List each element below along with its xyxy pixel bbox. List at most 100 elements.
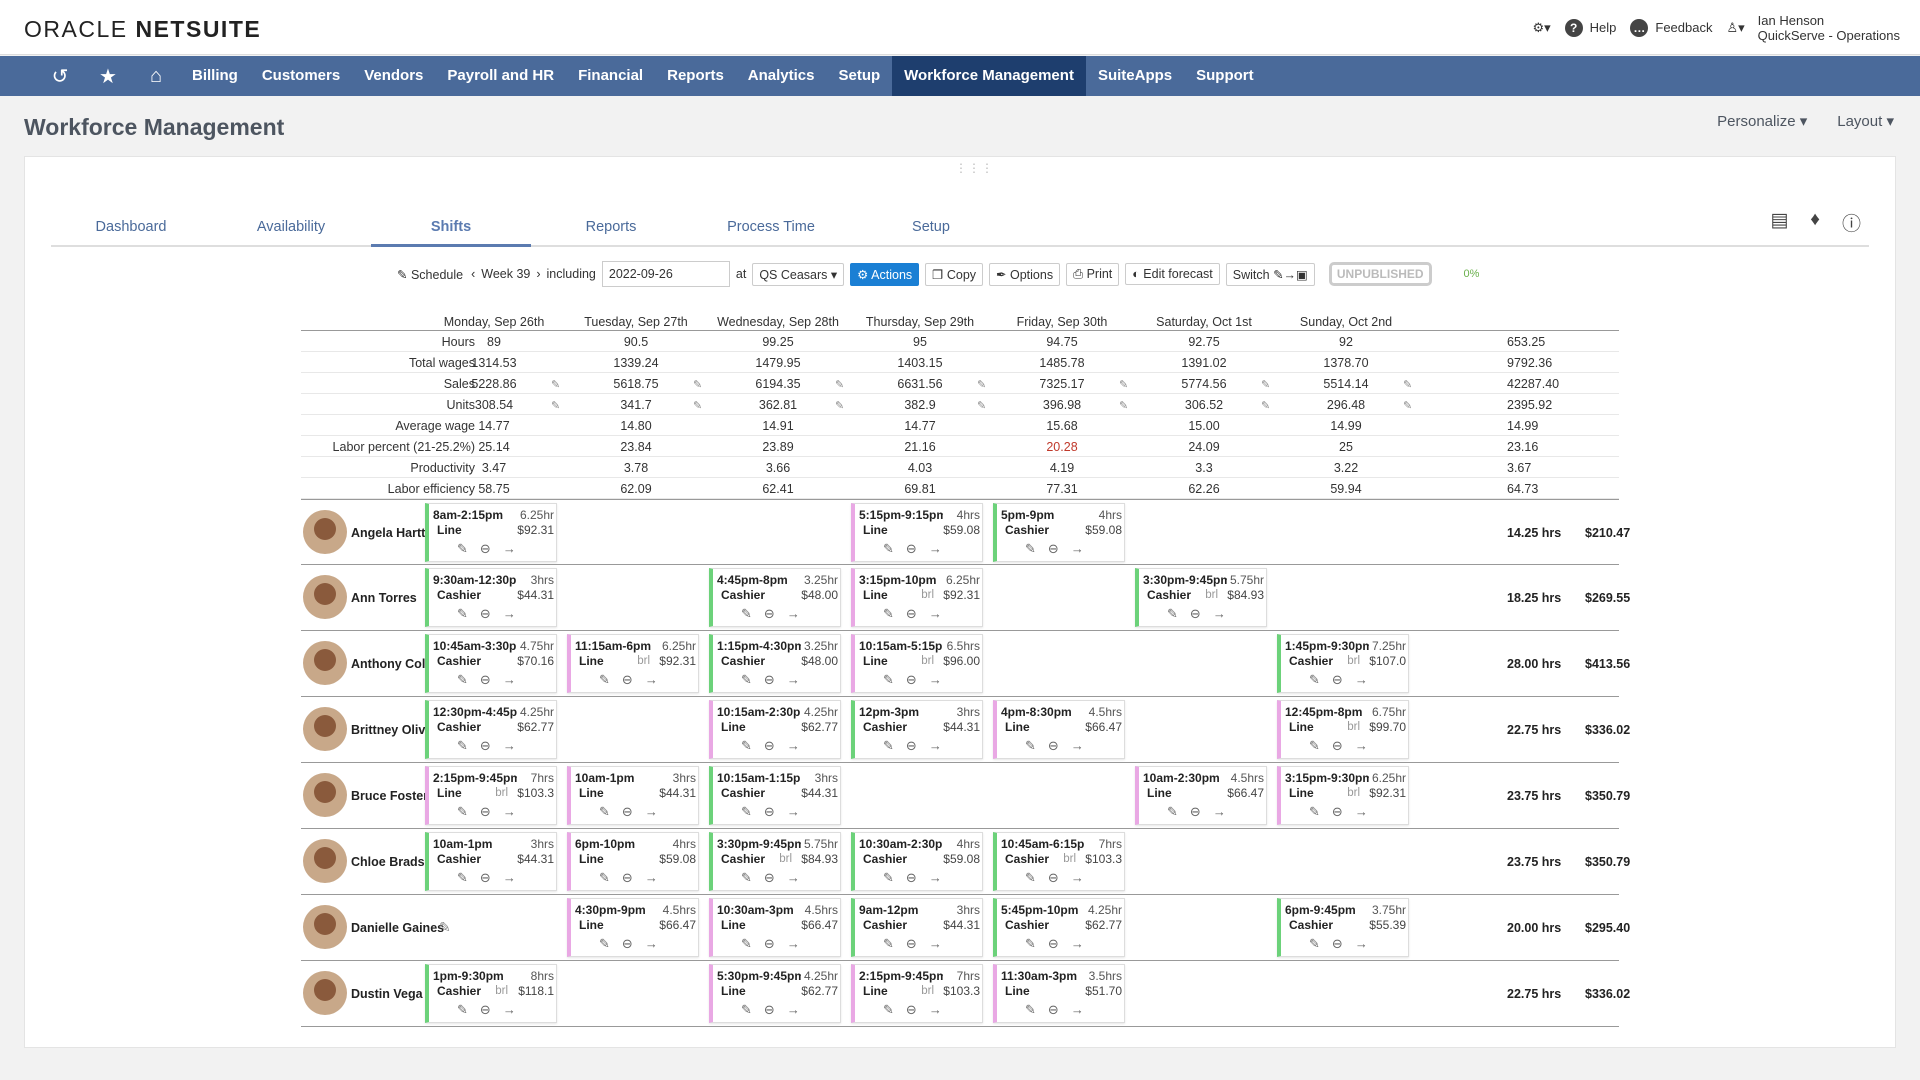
personalize-button[interactable]: Personalize ▾ [1717,113,1808,130]
shift-card[interactable]: 5:15pm-9:15pm 4hrs Line $59.08 ✎ ⊖ → [851,503,983,562]
pencil-icon[interactable]: ✎ [1167,606,1178,621]
remove-icon[interactable]: ⊖ [763,606,775,621]
arrow-right-icon[interactable]: → [928,606,942,621]
tab-setup[interactable]: Setup [912,219,950,235]
pencil-icon[interactable]: ✎ [599,672,610,687]
arrow-right-icon[interactable]: → [786,936,800,951]
pencil-icon[interactable]: ✎ [1167,804,1178,819]
shift-card[interactable]: 12:30pm-4:45p 4.25hr Cashier $62.77 ✎ ⊖ → [425,700,557,759]
switch-button[interactable]: Switch ✎→▣ [1225,262,1315,286]
arrow-right-icon[interactable]: → [786,738,800,753]
tab-process-time[interactable]: Process Time [727,219,815,235]
pencil-icon[interactable]: ✎ [741,672,752,687]
home-icon[interactable]: ⌂ [149,64,163,87]
shift-card[interactable]: 1pm-9:30pm 8hrs Cashier brl $118.1 ✎ ⊖ → [425,964,557,1023]
shift-card[interactable]: 6pm-9:45pm 3.75hr Cashier $55.39 ✎ ⊖ → [1277,898,1409,957]
shift-card[interactable]: 10:15am-5:15p 6.5hrs Line brl $96.00 ✎ ⊖ → [851,634,983,693]
remove-icon[interactable]: ⊖ [1047,1002,1059,1017]
tab-dashboard[interactable]: Dashboard [95,219,167,235]
pencil-icon[interactable]: ✎ [457,541,468,556]
shift-card[interactable]: 4:45pm-8pm 3.25hr Cashier $48.00 ✎ ⊖ → [709,568,841,627]
pencil-icon[interactable]: ✎ [741,738,752,753]
remove-icon[interactable]: ⊖ [1047,541,1059,556]
arrow-right-icon[interactable]: → [644,870,658,885]
arrow-right-icon[interactable]: → [786,804,800,819]
shift-card[interactable]: 3:15pm-10pm 6.25hr Line brl $92.31 ✎ ⊖ → [851,568,983,627]
nav-analytics[interactable]: Analytics [747,67,815,84]
arrow-right-icon[interactable]: → [928,936,942,951]
shift-card[interactable]: 10:15am-1:15p 3hrs Cashier $44.31 ✎ ⊖ → [709,766,841,825]
nav-reports[interactable]: Reports [667,67,724,84]
actions-button[interactable]: ⚙ Actions [850,262,920,286]
pencil-icon[interactable]: ✎ [835,400,845,412]
pencil-icon[interactable]: ✎ [457,738,468,753]
arrow-right-icon[interactable]: → [1212,606,1226,621]
location-select[interactable]: QS Ceasars ▾ [752,262,845,286]
remove-icon[interactable]: ⊖ [905,936,917,951]
pencil-icon[interactable]: ✎ [551,379,561,391]
bell-icon[interactable]: ♦ [1810,209,1820,230]
pencil-icon[interactable]: ✎ [883,870,894,885]
arrow-right-icon[interactable]: → [644,936,658,951]
help-icon[interactable]: ⓘ [1841,214,1861,235]
shift-card[interactable]: 10:30am-2:30p 4hrs Cashier $59.08 ✎ ⊖ → [851,832,983,891]
pencil-icon[interactable]: ✎ [551,400,561,412]
pencil-icon[interactable]: ✎ [741,606,752,621]
pencil-icon[interactable]: ✎ [1261,379,1271,391]
pencil-icon[interactable]: ✎ [741,870,752,885]
pencil-icon[interactable]: ✎ [457,672,468,687]
feedback-link[interactable]: … Feedback [1630,18,1712,37]
arrow-right-icon[interactable]: → [644,804,658,819]
arrow-right-icon[interactable]: → [502,541,516,556]
arrow-right-icon[interactable]: → [502,1002,516,1017]
arrow-right-icon[interactable]: → [928,672,942,687]
nav-billing[interactable]: Billing [192,67,238,84]
shift-card[interactable]: 10am-2:30pm 4.5hrs Line $66.47 ✎ ⊖ → [1135,766,1267,825]
employee-name[interactable]: Danielle Gaines [351,921,445,935]
arrow-right-icon[interactable]: → [1070,541,1084,556]
nav-vendors[interactable]: Vendors [364,67,424,84]
help-link[interactable]: ? Help [1564,18,1616,37]
shift-card[interactable]: 8am-2:15pm 6.25hr Line $92.31 ✎ ⊖ → [425,503,557,562]
pencil-icon[interactable]: ✎ [457,804,468,819]
employee-name[interactable]: Anthony Collins [351,657,447,671]
remove-icon[interactable]: ⊖ [1331,936,1343,951]
schedule-button[interactable]: ✎ Schedule [395,263,466,285]
shift-card[interactable]: 10am-1pm 3hrs Cashier $44.31 ✎ ⊖ → [425,832,557,891]
shift-card[interactable]: 10am-1pm 3hrs Line $44.31 ✎ ⊖ → [567,766,699,825]
shift-card[interactable]: 4:30pm-9pm 4.5hrs Line $66.47 ✎ ⊖ → [567,898,699,957]
remove-icon[interactable]: ⊖ [1331,672,1343,687]
pencil-icon[interactable]: ✎ [1119,400,1129,412]
remove-icon[interactable]: ⊖ [905,870,917,885]
arrow-right-icon[interactable]: → [786,672,800,687]
copy-button[interactable]: ❐ Copy [925,262,984,286]
print-button[interactable]: ⎙ Print [1066,262,1120,286]
pencil-icon[interactable]: ✎ [1309,738,1320,753]
pencil-icon[interactable]: ✎ [883,606,894,621]
remove-icon[interactable]: ⊖ [905,738,917,753]
pencil-icon[interactable]: ✎ [1025,541,1036,556]
pencil-icon[interactable]: ✎ [883,1002,894,1017]
arrow-right-icon[interactable]: → [786,1002,800,1017]
remove-icon[interactable]: ⊖ [621,936,633,951]
remove-icon[interactable]: ⊖ [763,672,775,687]
remove-icon[interactable]: ⊖ [1047,870,1059,885]
employee-name[interactable]: Chloe Bradshaw [351,855,449,869]
shift-card[interactable]: 2:15pm-9:45pm 7hrs Line brl $103.3 ✎ ⊖ → [851,964,983,1023]
pencil-icon[interactable]: ✎ [883,936,894,951]
remove-icon[interactable]: ⊖ [621,804,633,819]
nav-setup[interactable]: Setup [838,67,881,84]
pencil-icon[interactable]: ✎ [1309,672,1320,687]
remove-icon[interactable]: ⊖ [1047,738,1059,753]
remove-icon[interactable]: ⊖ [905,1002,917,1017]
arrow-right-icon[interactable]: → [928,870,942,885]
pencil-icon[interactable]: ✎ [883,672,894,687]
history-icon[interactable]: ↺ [51,65,69,88]
shift-card[interactable]: 6pm-10pm 4hrs Line $59.08 ✎ ⊖ → [567,832,699,891]
shift-card[interactable]: 1:45pm-9:30pm 7.25hr Cashier brl $107.0 ✎ ⊖ → [1277,634,1409,693]
nav-customers[interactable]: Customers [261,67,341,84]
tab-availability[interactable]: Availability [256,219,326,235]
shift-card[interactable]: 3:30pm-9:45pm 5.75hr Cashier brl $84.93 ✎ ⊖ → [709,832,841,891]
shift-card[interactable]: 10:45am-3:30p 4.75hr Cashier $70.16 ✎ ⊖ → [425,634,557,693]
prev-week-icon[interactable]: ‹ [471,267,476,281]
